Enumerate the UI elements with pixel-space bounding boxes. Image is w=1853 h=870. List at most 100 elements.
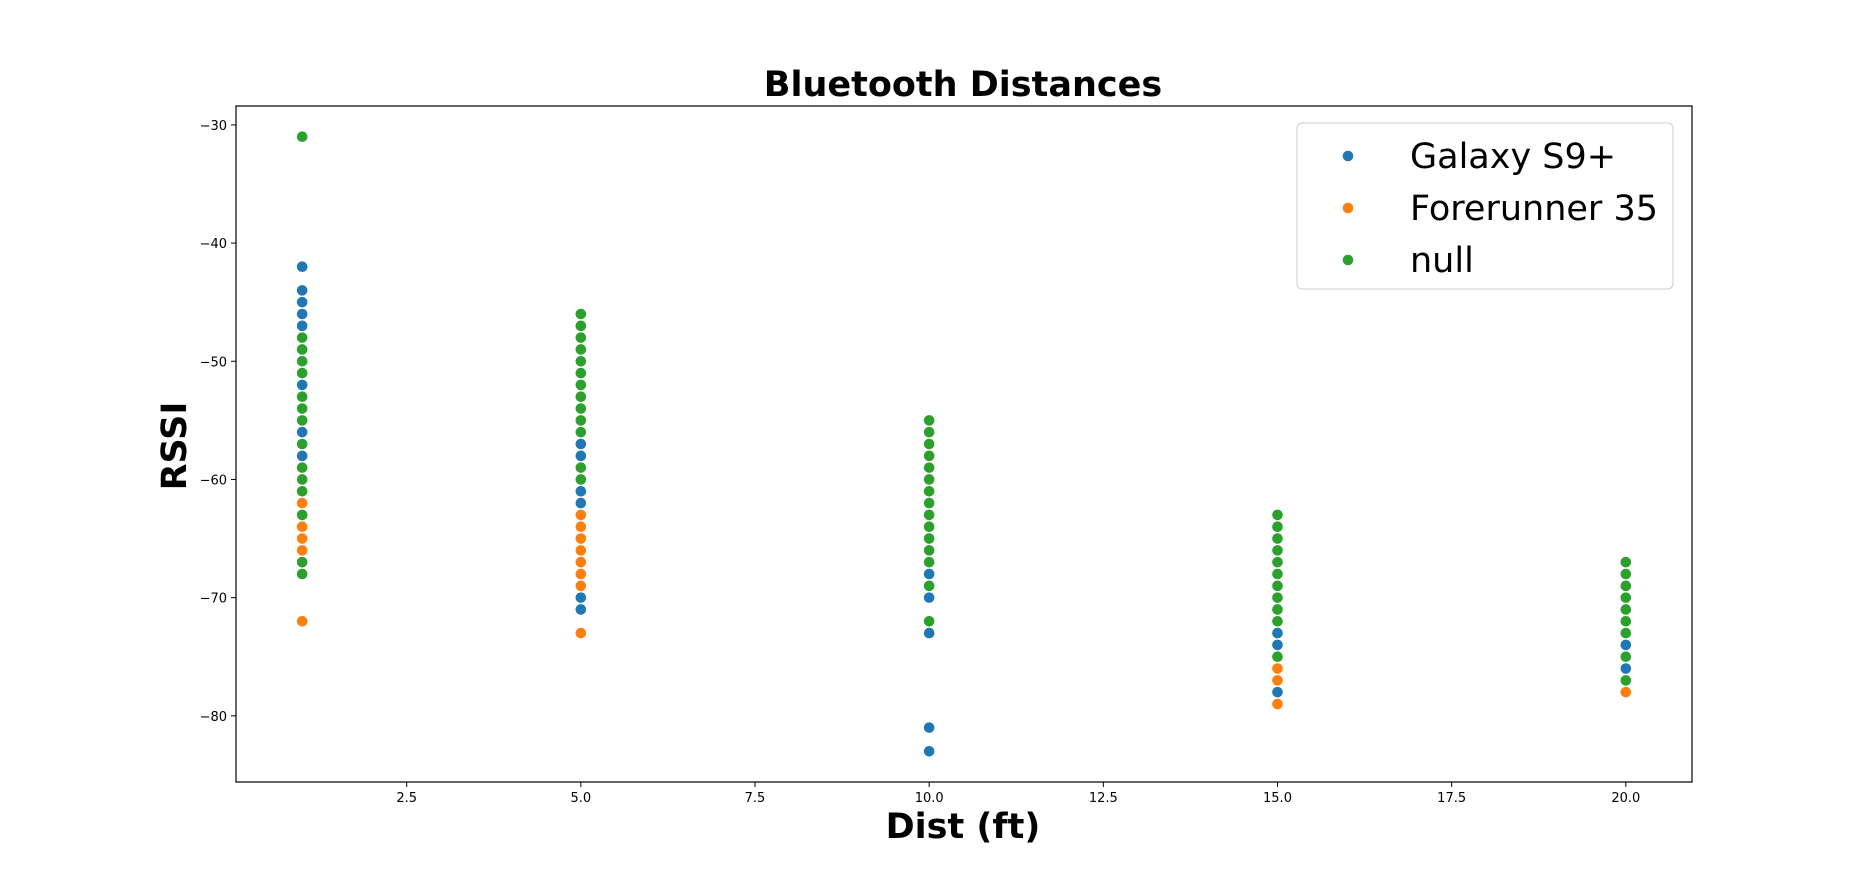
data-point [923, 485, 935, 497]
legend-entry-label: null [1410, 241, 1474, 281]
data-point [575, 415, 587, 426]
data-point [575, 497, 587, 509]
x-tick-label: 2.5 [396, 791, 417, 806]
data-point [296, 320, 308, 332]
data-point [296, 462, 308, 473]
data-point [1272, 663, 1283, 674]
data-point [1620, 615, 1632, 627]
data-point [575, 403, 587, 414]
data-point [1620, 639, 1632, 651]
chart-title: Bluetooth Distances [764, 65, 1162, 105]
legend: Galaxy S9+ Forerunner 35 null [1296, 122, 1674, 290]
data-point [575, 474, 587, 485]
data-point [1272, 533, 1283, 544]
y-axis-label: RSSI [155, 402, 195, 491]
data-point [575, 426, 587, 438]
data-point [575, 332, 587, 343]
data-point [575, 568, 587, 580]
series-2 [296, 131, 1632, 686]
y-tick-label: −40 [200, 237, 227, 252]
x-tick-label: 15.0 [1263, 791, 1292, 806]
data-point [1272, 698, 1283, 710]
data-point [923, 462, 935, 473]
data-point [296, 261, 308, 273]
data-point [1272, 568, 1283, 580]
data-point [296, 438, 308, 450]
data-point [575, 533, 587, 544]
x-tick-label: 12.5 [1089, 791, 1118, 806]
series-0 [296, 261, 1632, 757]
data-point [575, 308, 587, 320]
x-tick-label: 5.0 [570, 791, 591, 806]
data-point [1620, 580, 1632, 592]
data-point [296, 308, 308, 320]
y-tick-label: −50 [200, 355, 227, 370]
data-point [296, 344, 308, 355]
y-axis-ticks: −30 −40 −50 −60 −70 −80 [200, 119, 236, 725]
data-point [296, 355, 308, 367]
data-point [296, 403, 308, 414]
data-point [575, 344, 587, 355]
legend-marker [1342, 150, 1354, 162]
data-point [1620, 556, 1632, 568]
data-point [923, 450, 935, 462]
data-point [1272, 651, 1283, 663]
data-point [923, 474, 935, 485]
data-point [923, 568, 935, 580]
data-point [923, 615, 935, 627]
legend-entry-label: Galaxy S9+ [1410, 137, 1616, 177]
data-point [296, 474, 308, 485]
data-point [923, 426, 935, 438]
data-point [1620, 604, 1632, 615]
legend-marker [1342, 254, 1354, 266]
data-point [575, 556, 587, 568]
data-point [1272, 509, 1283, 521]
data-point [923, 521, 935, 533]
data-point [575, 521, 587, 533]
data-point [923, 580, 935, 592]
data-point [575, 604, 587, 615]
data-point [296, 556, 308, 568]
data-point [923, 509, 935, 521]
data-point [923, 556, 935, 568]
y-tick-label: −30 [200, 119, 227, 134]
data-point [923, 745, 935, 757]
data-point [575, 355, 587, 367]
data-point [1272, 521, 1283, 533]
data-point [575, 485, 587, 497]
data-point [296, 332, 308, 343]
data-point [575, 438, 587, 450]
data-point [296, 497, 308, 509]
data-point [1620, 592, 1632, 603]
x-tick-label: 7.5 [745, 791, 766, 806]
data-point [923, 497, 935, 509]
data-point [296, 367, 308, 379]
data-point [575, 391, 587, 403]
y-tick-label: −70 [200, 592, 227, 607]
data-point [296, 415, 308, 426]
data-points [296, 131, 1632, 757]
data-point [575, 592, 587, 603]
data-point [1272, 639, 1283, 651]
data-point [1620, 651, 1632, 663]
data-point [296, 426, 308, 438]
data-point [923, 533, 935, 544]
legend-marker [1342, 202, 1354, 214]
y-tick-label: −60 [200, 473, 227, 488]
x-axis-ticks: 2.5 5.0 7.5 10.0 12.5 15.0 17.5 20.0 [396, 782, 1640, 806]
plot-frame [235, 105, 1693, 783]
data-point [575, 320, 587, 332]
legend-box [1296, 122, 1674, 290]
data-point [1272, 615, 1283, 627]
data-point [296, 391, 308, 403]
data-point [296, 285, 308, 296]
data-point [575, 580, 587, 592]
data-point [923, 627, 935, 639]
x-axis-label: Dist (ft) [886, 807, 1041, 847]
data-point [296, 131, 308, 143]
data-point [296, 533, 308, 544]
data-point [296, 485, 308, 497]
data-point [575, 627, 587, 639]
data-point [1620, 663, 1632, 674]
